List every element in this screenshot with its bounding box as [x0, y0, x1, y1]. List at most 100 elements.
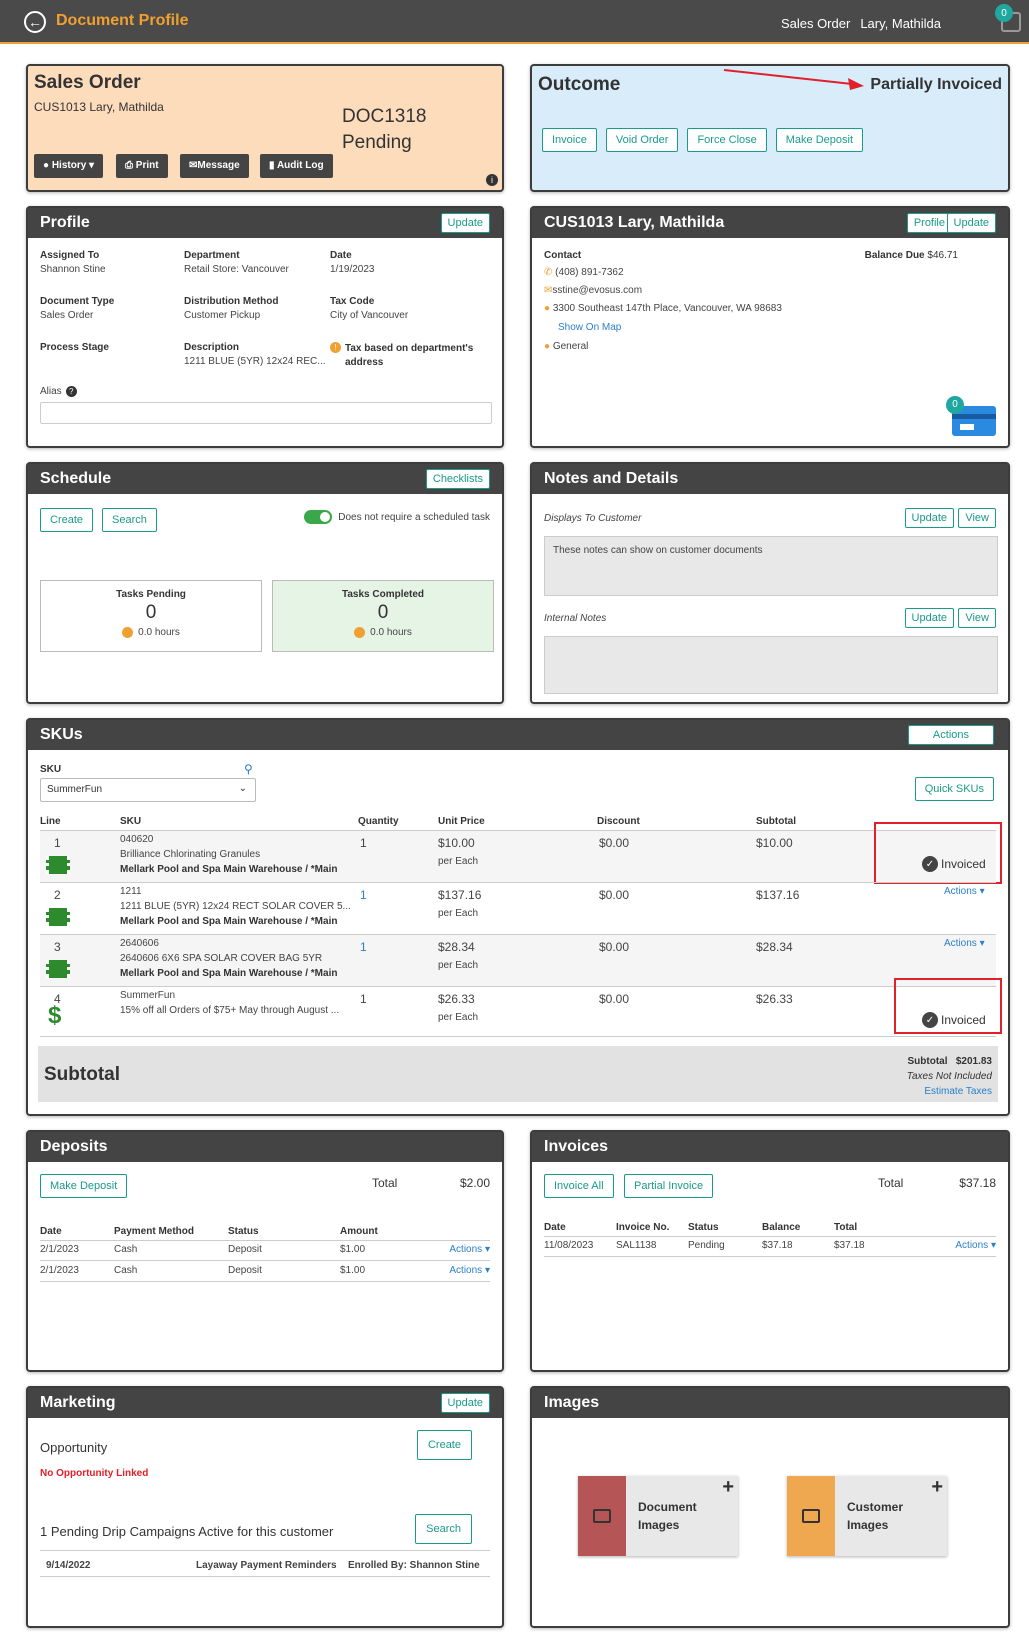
show-on-map-link[interactable]: Show On Map: [558, 322, 622, 333]
row-quantity[interactable]: 1: [360, 940, 367, 954]
info-icon[interactable]: i: [486, 174, 498, 186]
make-deposit-button[interactable]: Make Deposit: [775, 128, 864, 152]
outcome-panel: Outcome Partially Invoiced Invoice Void …: [530, 64, 1010, 192]
email-icon: ✉: [544, 285, 553, 296]
invoice-total: $37.18: [834, 1240, 865, 1251]
display-notes-box[interactable]: These notes can show on customer documen…: [544, 536, 998, 596]
address-value: 3300 Southeast 147th Place, Vancouver, W…: [552, 303, 782, 314]
card-chip: [960, 424, 974, 430]
product-icon: [46, 908, 70, 926]
assigned-to-value: Shannon Stine: [40, 264, 106, 275]
deposit-actions-menu[interactable]: Actions ▾: [449, 1265, 490, 1276]
customer-panel: CUS1013 Lary, Mathilda Profile Update Co…: [530, 206, 1010, 448]
tax-code-label: Tax Code: [330, 296, 375, 307]
taxes-not-included: Taxes Not Included: [906, 1071, 992, 1082]
display-notes-update-button[interactable]: Update: [904, 508, 954, 528]
images-panel: Images Document Images + Customer Images…: [530, 1386, 1010, 1628]
opportunity-label: Opportunity: [40, 1440, 108, 1455]
marketing-update-button[interactable]: Update: [440, 1393, 490, 1413]
col-subtotal: Subtotal: [756, 816, 796, 827]
add-document-image-icon[interactable]: +: [722, 1476, 734, 1498]
void-order-button[interactable]: Void Order: [605, 128, 679, 152]
phone-value[interactable]: (408) 891-7362: [555, 267, 624, 278]
history-button[interactable]: ● History ▾: [34, 154, 104, 178]
tasks-badge: 0: [995, 4, 1013, 22]
person-icon: ●: [544, 341, 551, 352]
email-value[interactable]: sstine@evosus.com: [552, 285, 643, 296]
row-per-unit: per Each: [438, 1012, 479, 1023]
display-notes-view-button[interactable]: View: [958, 508, 996, 528]
row-actions-menu[interactable]: Actions ▾: [944, 938, 985, 949]
col-status: Status: [228, 1226, 259, 1237]
internal-notes-box[interactable]: [544, 636, 998, 694]
row-sku-name: Brilliance Chlorinating Granules: [120, 849, 261, 860]
help-icon[interactable]: ?: [65, 386, 77, 397]
schedule-create-button[interactable]: Create: [40, 508, 94, 532]
sku-select-value: SummerFun: [47, 784, 103, 795]
back-arrow-icon[interactable]: ←: [24, 11, 46, 33]
customer-images-card[interactable]: Customer Images +: [787, 1476, 947, 1556]
document-images-card[interactable]: Document Images +: [578, 1476, 738, 1556]
row-per-unit: per Each: [438, 960, 479, 971]
make-deposit-button[interactable]: Make Deposit: [40, 1174, 128, 1198]
customer-profile-button[interactable]: Profile: [906, 213, 952, 233]
print-button[interactable]: ⎙ Print: [116, 154, 168, 178]
location-pin-icon: ●: [544, 303, 551, 314]
row-divider: [40, 934, 996, 935]
customer-update-button[interactable]: Update: [946, 213, 996, 233]
estimate-taxes-link[interactable]: Estimate Taxes: [924, 1086, 992, 1097]
force-close-button[interactable]: Force Close: [687, 128, 767, 152]
invoice-button[interactable]: Invoice: [542, 128, 597, 152]
document-icon: ▮: [269, 160, 275, 171]
skus-actions-button[interactable]: Actions: [907, 725, 994, 745]
deposit-method: Cash: [114, 1265, 138, 1276]
tasks-completed-hours: 0.0 hours: [370, 627, 412, 639]
profile-update-button[interactable]: Update: [440, 213, 490, 233]
audit-log-button[interactable]: ▮ Audit Log: [260, 154, 333, 178]
printer-icon: ⎙: [125, 160, 133, 171]
checklists-button[interactable]: Checklists: [425, 469, 490, 489]
sku-search-icon[interactable]: ⚲: [244, 762, 253, 776]
quick-skus-button[interactable]: Quick SKUs: [914, 777, 994, 801]
sku-select[interactable]: SummerFun ⌄: [40, 778, 256, 802]
partial-invoice-button[interactable]: Partial Invoice: [624, 1174, 714, 1198]
tasks-completed-label: Tasks Completed: [341, 589, 425, 600]
internal-notes-view-button[interactable]: View: [958, 608, 996, 628]
outcome-actions: Invoice Void Order Force Close Make Depo…: [542, 128, 864, 152]
invoice-all-button[interactable]: Invoice All: [544, 1174, 614, 1198]
document-images-label: Document Images: [638, 1500, 697, 1532]
deposits-panel: Deposits Make Deposit Total $2.00 Date P…: [26, 1130, 504, 1372]
opportunity-create-button[interactable]: Create: [416, 1430, 472, 1460]
campaign-date: 9/14/2022: [46, 1560, 91, 1571]
row-subtotal: $10.00: [756, 836, 793, 850]
schedule-search-button[interactable]: Search: [102, 508, 157, 532]
internal-notes-update-button[interactable]: Update: [904, 608, 954, 628]
row-subtotal: $26.33: [756, 992, 793, 1006]
row-actions-menu[interactable]: Actions ▾: [944, 886, 985, 897]
tasks-indicator[interactable]: 0: [995, 4, 1021, 32]
drip-search-button[interactable]: Search: [415, 1514, 472, 1544]
subtotal-bar: Subtotal Subtotal $201.83 Taxes Not Incl…: [38, 1046, 998, 1102]
outcome-status: Partially Invoiced: [870, 76, 1002, 93]
invoice-actions-menu[interactable]: Actions ▾: [955, 1240, 996, 1251]
invoiced-status: ✓ Invoiced: [922, 856, 986, 872]
card-badge: 0: [946, 396, 964, 414]
schedule-toggle[interactable]: [304, 510, 333, 524]
profile-title: Profile: [40, 214, 90, 231]
tax-note: Tax based on department's address: [345, 343, 474, 368]
header-customer[interactable]: Lary, Mathilda: [860, 16, 941, 31]
row-quantity: 1: [360, 992, 367, 1006]
col-payment-method: Payment Method: [114, 1226, 195, 1237]
add-customer-image-icon[interactable]: +: [931, 1476, 943, 1498]
sales-order-customer: CUS1013 Lary, Mathilda: [34, 100, 164, 114]
alias-input[interactable]: [40, 402, 492, 424]
marketing-header: Marketing Update: [28, 1388, 502, 1418]
message-button[interactable]: ✉Message: [180, 154, 249, 178]
sku-search-label: SKU: [40, 764, 62, 775]
row-quantity[interactable]: 1: [360, 888, 367, 902]
deposits-title: Deposits: [40, 1138, 108, 1155]
deposit-actions-menu[interactable]: Actions ▾: [449, 1244, 490, 1255]
tasks-pending-label: Tasks Pending: [116, 589, 186, 600]
images-header: Images: [532, 1388, 1008, 1418]
no-opportunity-linked: No Opportunity Linked: [40, 1468, 149, 1479]
